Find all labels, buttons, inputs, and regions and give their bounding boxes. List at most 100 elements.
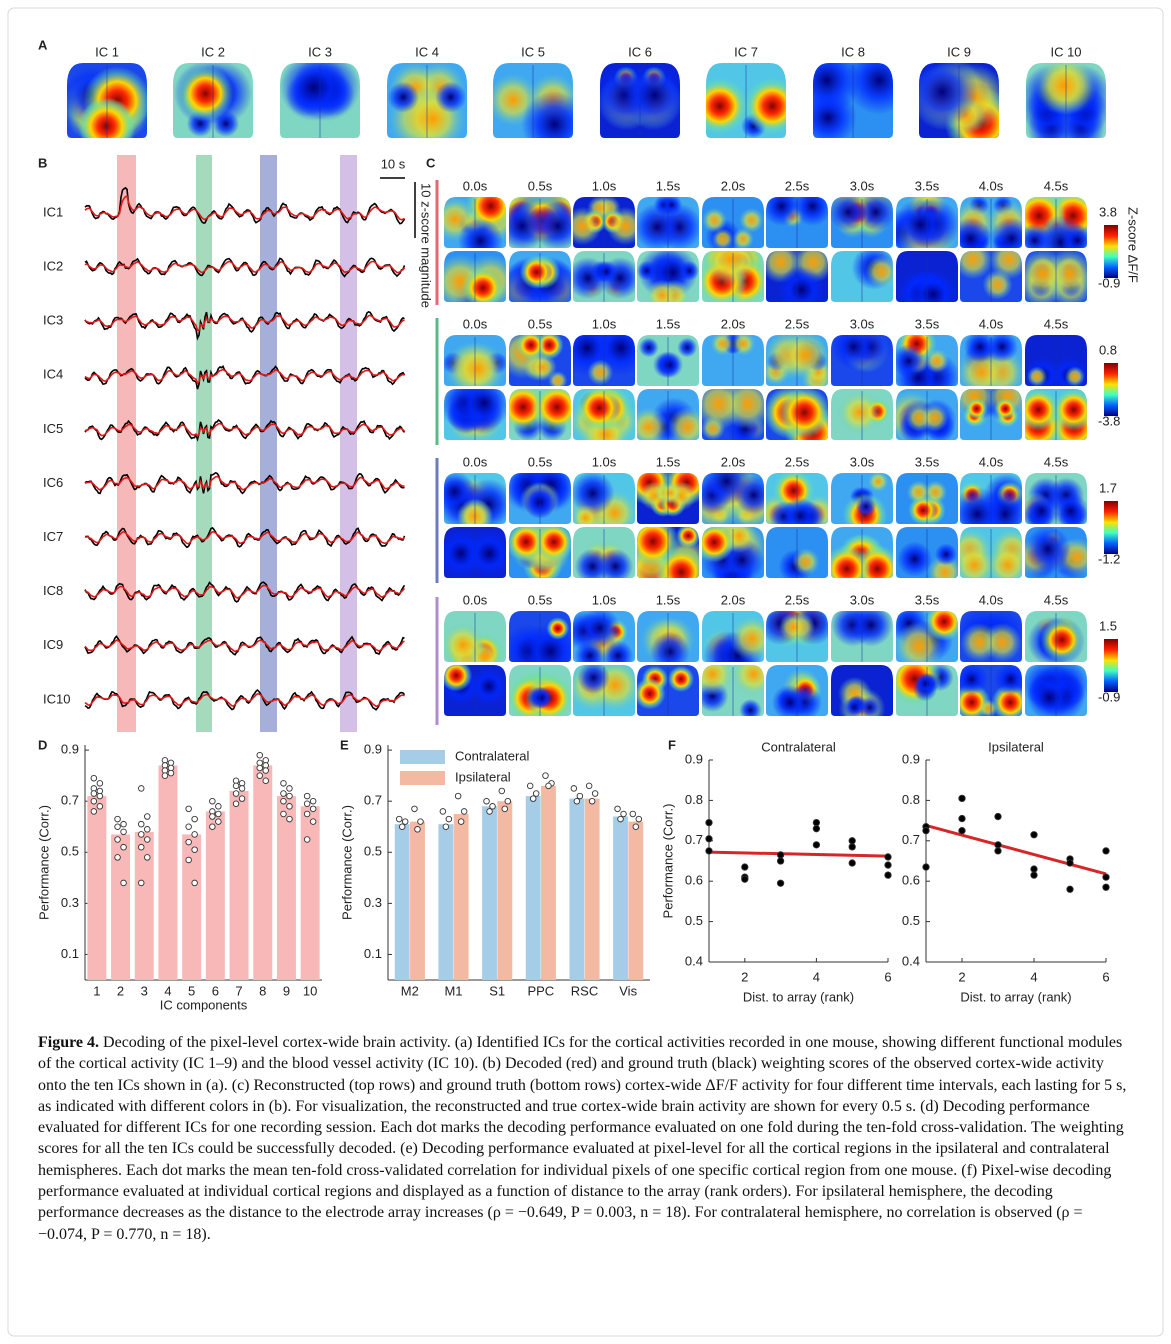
data-point: [615, 806, 621, 812]
time-label: 0.5s: [528, 592, 553, 607]
brain-map: [766, 527, 828, 584]
time-label: 3.0s: [850, 316, 875, 331]
data-point: [287, 816, 293, 822]
data-point: [97, 804, 103, 810]
brain-map: [565, 608, 635, 671]
map-blob: [1034, 56, 1093, 115]
brain-map: [757, 470, 838, 534]
map-blob: [983, 623, 1022, 662]
y-tick-label: 0.5: [902, 913, 920, 928]
map-blob: [598, 549, 633, 584]
brain-map-image: [498, 382, 582, 441]
x-tick-label: 2: [741, 969, 748, 984]
brain-map: [691, 652, 776, 721]
y-tick-label: 0.3: [61, 895, 79, 910]
brain-map-image: [1024, 335, 1087, 393]
bar: [613, 817, 628, 980]
x-tick-label: 6: [1102, 969, 1109, 984]
brain-map: [637, 335, 699, 386]
y-tick-label: 0.9: [364, 742, 382, 757]
trace-label: IC9: [43, 637, 63, 652]
map-blob: [178, 66, 234, 122]
map-blob: [465, 529, 514, 578]
data-point: [91, 791, 97, 797]
map-blob: [520, 255, 554, 289]
ic-map-label: IC 10: [1050, 44, 1081, 59]
data-point: [115, 855, 121, 861]
brain-map-image: [637, 247, 700, 311]
brain-map-image: [1022, 56, 1111, 151]
data-point: [216, 804, 222, 810]
brain-map: [570, 471, 638, 536]
brain-map: [567, 659, 642, 716]
data-point: [115, 824, 121, 830]
data-point: [186, 806, 192, 812]
brain-map: [442, 335, 508, 396]
brain-map-image: [1025, 611, 1087, 666]
figure-page: A B C D E F 10 s 10 z-score magnitude Z-…: [0, 0, 1171, 1344]
brain-map: [626, 515, 710, 598]
fit-line: [926, 825, 1106, 873]
data-point: [281, 781, 287, 787]
brain-map-image: [563, 196, 644, 248]
chart-title: Contralateral: [761, 739, 836, 754]
map-blob: [634, 204, 681, 251]
caption: Figure 4. Decoding of the pixel-level co…: [38, 1032, 1130, 1245]
map-blob: [1065, 366, 1085, 386]
map-blob: [909, 270, 958, 319]
data-point: [527, 783, 533, 789]
brain-map-image: [1015, 526, 1096, 579]
map-blob: [779, 613, 808, 642]
brain-map: [702, 197, 764, 254]
y-tick-label: 0.6: [902, 873, 920, 888]
brain-map: [434, 471, 514, 534]
map-blob: [712, 228, 734, 250]
x-tick-label: 4: [1030, 969, 1037, 984]
map-blob: [668, 407, 708, 447]
x-tick-label: 4: [164, 983, 171, 998]
trace-label: IC10: [43, 691, 70, 706]
brain-map: [637, 247, 700, 311]
interval-band: [117, 155, 136, 732]
map-blob: [691, 78, 748, 135]
map-blob: [634, 678, 666, 710]
map-blob: [732, 228, 754, 250]
data-point: [505, 798, 511, 804]
time-label: 0.0s: [463, 592, 488, 607]
map-blob: [462, 267, 503, 308]
caption-label: Figure 4.: [38, 1034, 99, 1051]
data-point: [210, 824, 216, 830]
brain-map-image: [957, 610, 1025, 662]
data-point: [885, 854, 891, 860]
ic-map-label: IC 1: [95, 44, 119, 59]
map-blob: [778, 386, 831, 439]
map-blob: [838, 391, 881, 434]
bar: [526, 796, 541, 980]
brain-map-image: [762, 331, 832, 395]
map-blob: [388, 81, 419, 112]
data-point: [257, 773, 263, 779]
time-label: 1.5s: [656, 316, 681, 331]
colorbar-min: -3.8: [1098, 413, 1120, 428]
legend-swatch: [400, 750, 445, 764]
brain-map-image: [823, 527, 901, 593]
x-axis-label: IC components: [160, 997, 248, 1012]
data-point: [192, 880, 198, 886]
trace-label: IC7: [43, 529, 63, 544]
time-label: 2.0s: [721, 178, 746, 193]
data-point: [589, 798, 595, 804]
data-point: [216, 811, 222, 817]
data-point: [91, 809, 97, 815]
map-blob: [621, 62, 688, 129]
brain-map-image: [1012, 388, 1101, 452]
brain-map: [693, 378, 773, 448]
data-point: [263, 768, 269, 774]
data-point: [263, 778, 269, 784]
data-point: [233, 801, 239, 807]
map-blob: [441, 623, 485, 667]
colorbar: [1104, 225, 1118, 278]
map-blob: [1052, 388, 1095, 431]
time-label: 3.0s: [850, 454, 875, 469]
brain-map-image: [567, 659, 642, 716]
data-point: [91, 798, 97, 804]
